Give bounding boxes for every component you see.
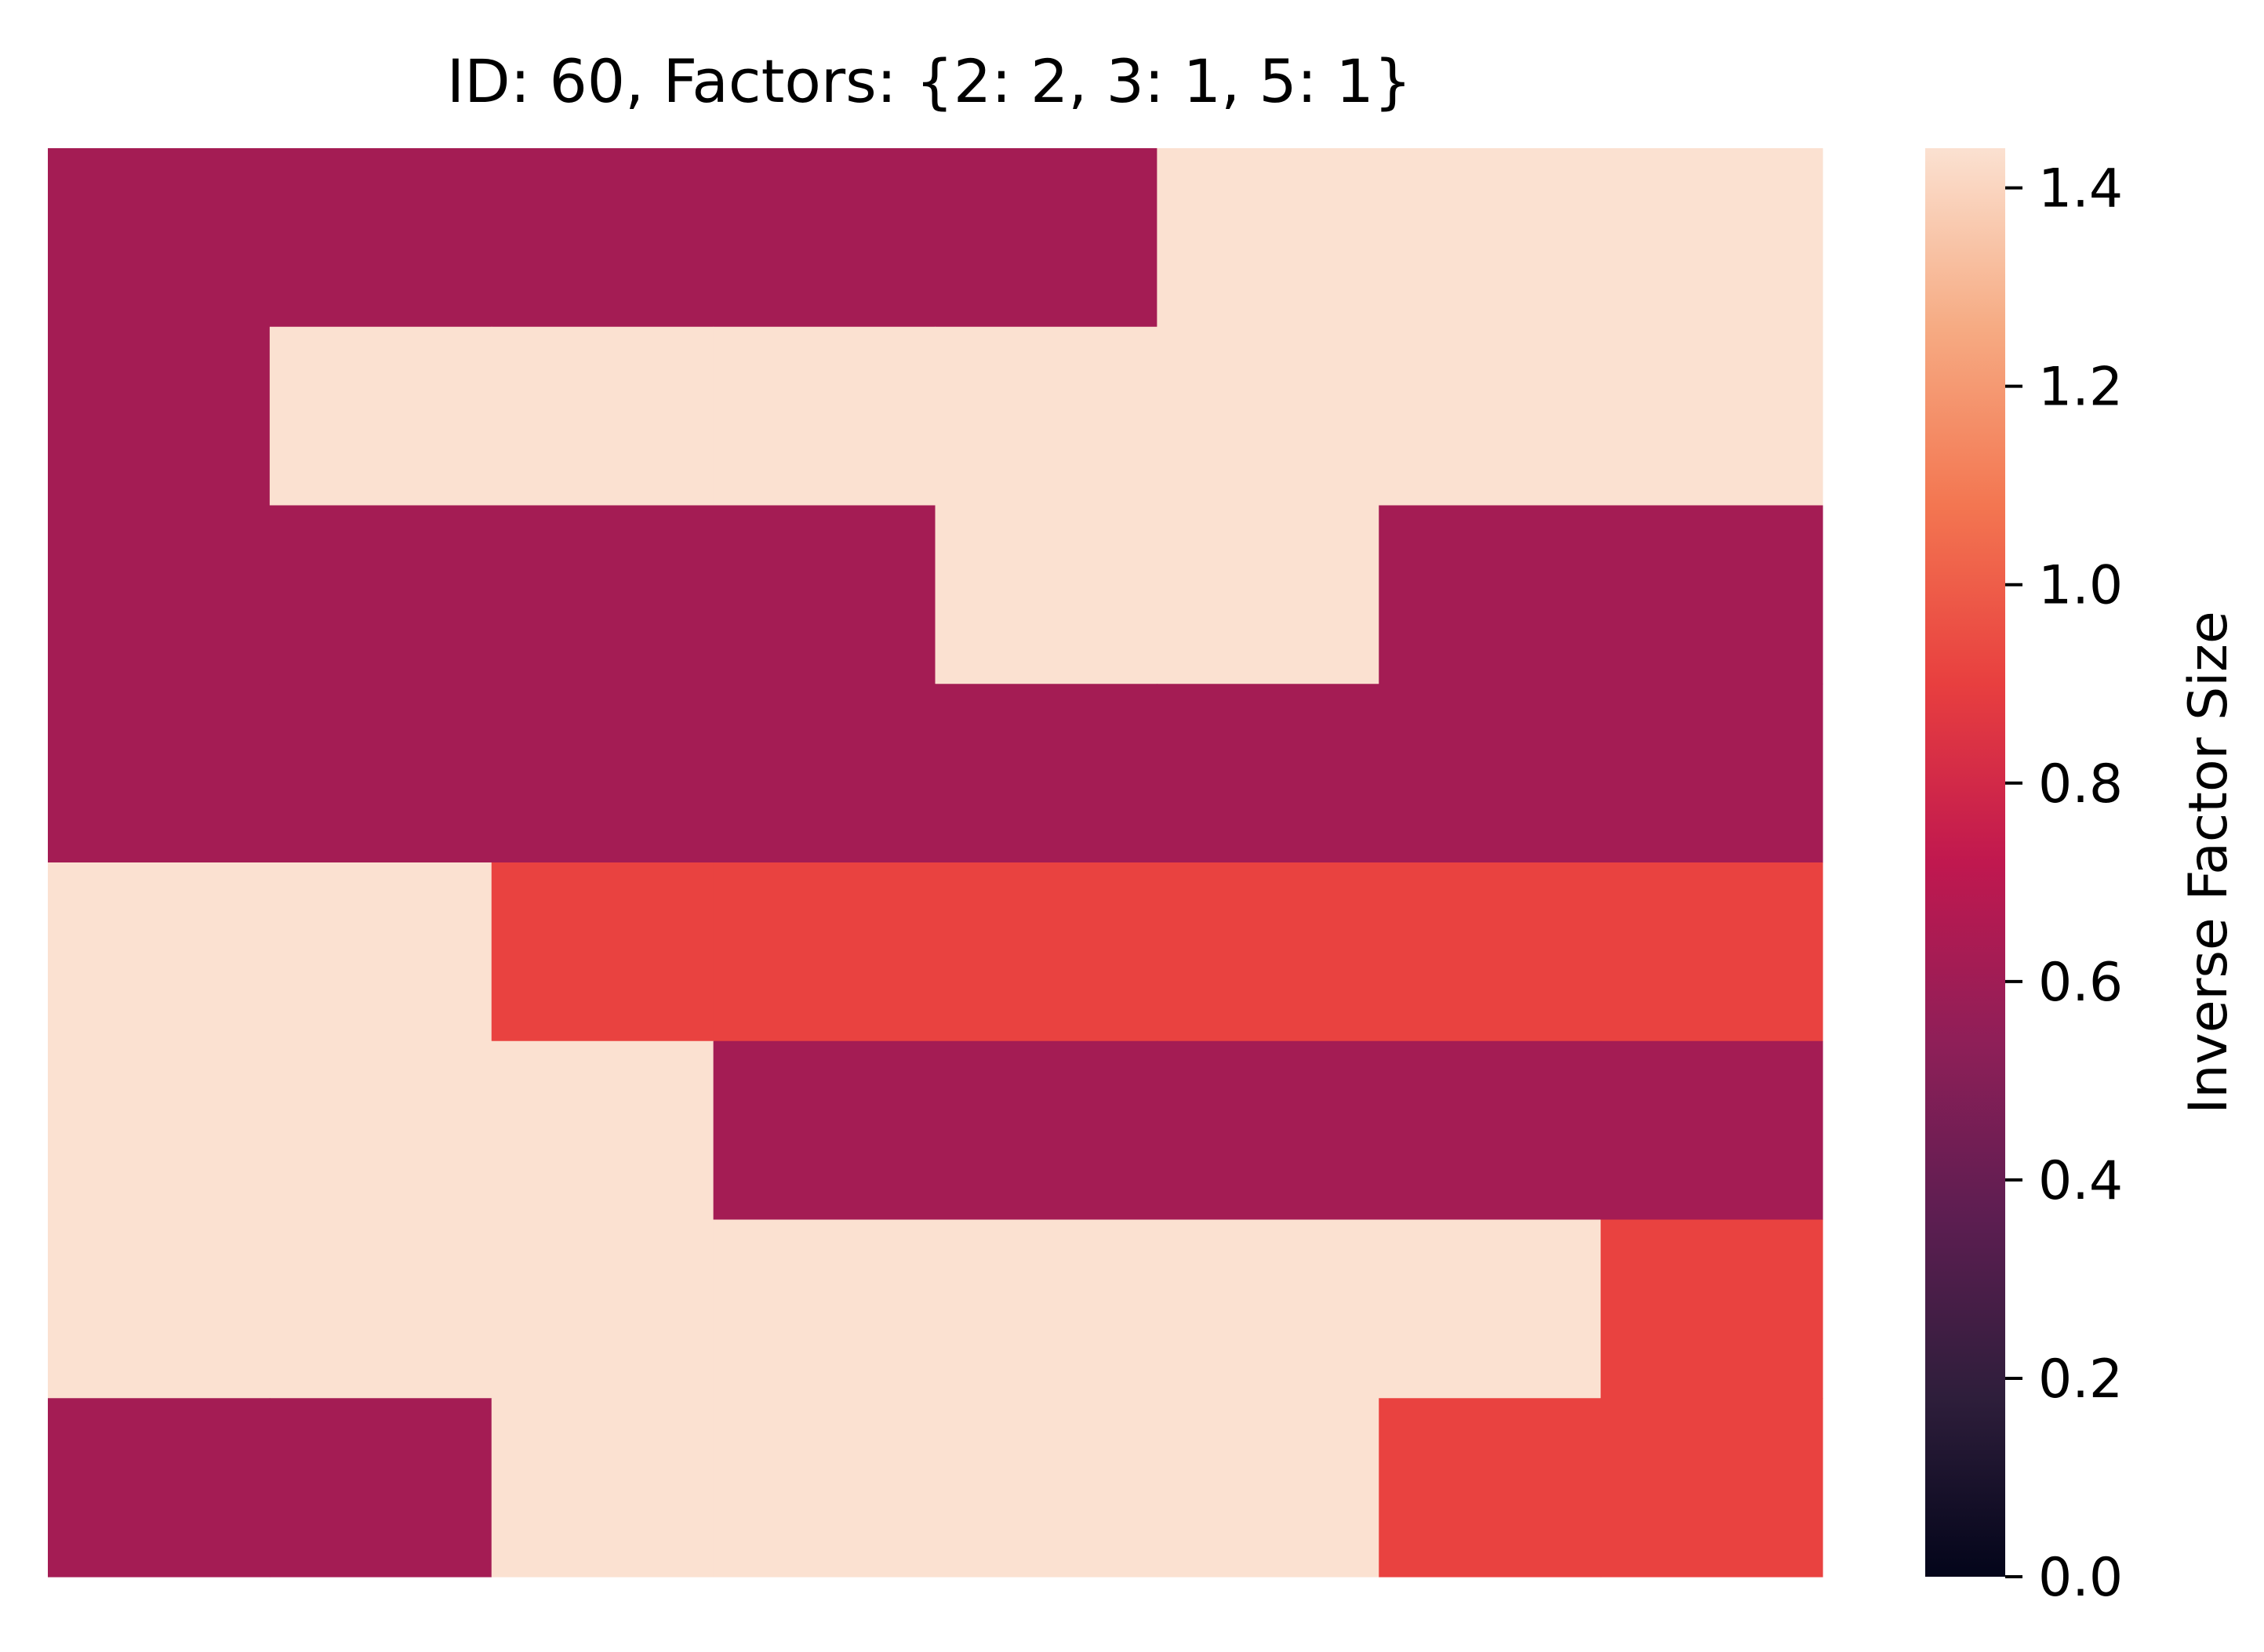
heatmap-cell-r1-c0 [48, 326, 271, 506]
heatmap-cell-r3-c5 [1157, 684, 1379, 863]
heatmap-cell-r7-c6 [1379, 1398, 1601, 1578]
heatmap-cell-r0-c4 [935, 148, 1157, 328]
heatmap-cell-r7-c1 [269, 1398, 492, 1578]
colorbar-label: Inverse Factor Size [2178, 611, 2240, 1113]
heatmap-cell-r5-c5 [1157, 1040, 1379, 1221]
heatmap-cell-r1-c4 [935, 326, 1157, 506]
heatmap-cell-r4-c4 [935, 862, 1157, 1042]
heatmap-cell-r3-c1 [269, 684, 492, 863]
heatmap-cell-r7-c7 [1601, 1398, 1823, 1578]
heatmap-cell-r6-c7 [1601, 1219, 1823, 1399]
heatmap-cell-r0-c6 [1379, 148, 1601, 328]
heatmap-cell-r2-c1 [269, 505, 492, 684]
colorbar-tick-label: 0.4 [2038, 1150, 2123, 1212]
heatmap-cell-r6-c1 [269, 1219, 492, 1399]
heatmap-cell-r0-c2 [491, 148, 714, 328]
heatmap-cell-r0-c0 [48, 148, 271, 328]
heatmap-cell-r1-c5 [1157, 326, 1379, 506]
heatmap-cell-r5-c3 [713, 1040, 936, 1221]
colorbar-tick-label: 1.4 [2038, 158, 2123, 220]
chart-title: ID: 60, Factors: {2: 2, 3: 1, 5: 1} [447, 46, 1412, 116]
heatmap-cell-r3-c2 [491, 684, 714, 863]
colorbar [1925, 148, 2005, 1577]
heatmap-cell-r1-c7 [1601, 326, 1823, 506]
heatmap-cell-r4-c0 [48, 862, 271, 1042]
colorbar-tick-label: 0.0 [2038, 1547, 2123, 1609]
heatmap-cell-r3-c4 [935, 684, 1157, 863]
heatmap-cell-r7-c4 [935, 1398, 1157, 1578]
heatmap-cell-r7-c3 [713, 1398, 936, 1578]
heatmap-cell-r3-c3 [713, 684, 936, 863]
heatmap-cell-r6-c6 [1379, 1219, 1601, 1399]
colorbar-tick-label: 1.0 [2038, 555, 2123, 617]
heatmap-cell-r2-c0 [48, 505, 271, 684]
heatmap-cell-r2-c6 [1379, 505, 1601, 684]
heatmap-cell-r4-c7 [1601, 862, 1823, 1042]
heatmap-cell-r5-c4 [935, 1040, 1157, 1221]
heatmap-cell-r4-c3 [713, 862, 936, 1042]
heatmap-cell-r7-c0 [48, 1398, 271, 1578]
heatmap-cell-r5-c7 [1601, 1040, 1823, 1221]
heatmap-cell-r2-c7 [1601, 505, 1823, 684]
colorbar-tick-label: 0.2 [2038, 1349, 2123, 1411]
heatmap-cell-r4-c2 [491, 862, 714, 1042]
colorbar-ticks: 0.0 0.2 0.4 0.6 0.8 1.0 1.2 1.4 [2005, 158, 2123, 1609]
heatmap-cell-r1-c3 [713, 326, 936, 506]
heatmap-cell-r6-c4 [935, 1219, 1157, 1399]
colorbar-tick-label: 0.8 [2038, 753, 2123, 815]
heatmap-cell-r1-c6 [1379, 326, 1601, 506]
colorbar-tick-label: 0.6 [2038, 952, 2123, 1014]
heatmap-cell-r5-c6 [1379, 1040, 1601, 1221]
heatmap-cell-r2-c2 [491, 505, 714, 684]
heatmap-cell-r7-c5 [1157, 1398, 1379, 1578]
heatmap-cell-r1-c2 [491, 326, 714, 506]
heatmap-cell-r3-c0 [48, 684, 271, 863]
heatmap-grid [48, 148, 1823, 1578]
heatmap-cell-r5-c0 [48, 1040, 271, 1221]
heatmap-cell-r3-c6 [1379, 684, 1601, 863]
heatmap-cell-r2-c3 [713, 505, 936, 684]
heatmap-cell-r6-c2 [491, 1219, 714, 1399]
heatmap-cell-r4-c5 [1157, 862, 1379, 1042]
heatmap-cell-r6-c5 [1157, 1219, 1379, 1399]
heatmap-cell-r1-c1 [269, 326, 492, 506]
heatmap-cell-r0-c1 [269, 148, 492, 328]
heatmap-cell-r4-c6 [1379, 862, 1601, 1042]
heatmap-cell-r5-c1 [269, 1040, 492, 1221]
heatmap-cell-r2-c4 [935, 505, 1157, 684]
heatmap-cell-r6-c3 [713, 1219, 936, 1399]
heatmap-cell-r3-c7 [1601, 684, 1823, 863]
heatmap-cell-r0-c5 [1157, 148, 1379, 328]
heatmap-cell-r6-c0 [48, 1219, 271, 1399]
colorbar-tick-label: 1.2 [2038, 357, 2123, 419]
heatmap-cell-r5-c2 [491, 1040, 714, 1221]
heatmap-cell-r2-c5 [1157, 505, 1379, 684]
heatmap-cell-r4-c1 [269, 862, 492, 1042]
heatmap-cell-r0-c3 [713, 148, 936, 328]
heatmap-cell-r7-c2 [491, 1398, 714, 1578]
heatmap-cell-r0-c7 [1601, 148, 1823, 328]
